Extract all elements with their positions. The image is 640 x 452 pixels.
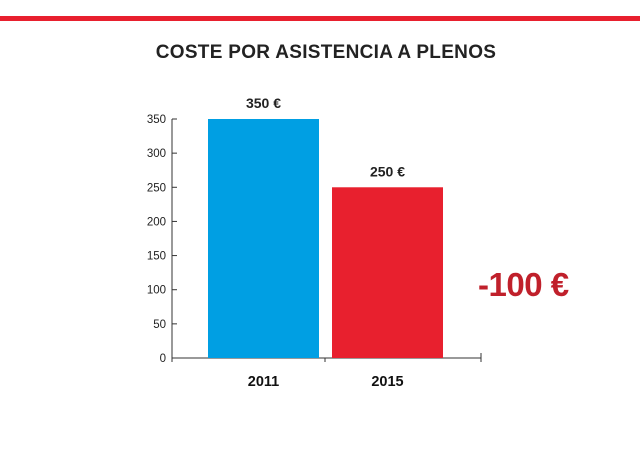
y-tick-label: 200 [147, 216, 166, 228]
y-tick-label: 350 [147, 114, 166, 126]
y-tick-label: 100 [147, 285, 166, 297]
y-tick-label: 50 [153, 319, 166, 331]
y-tick-label: 150 [147, 251, 166, 263]
difference-annotation: -100 € [478, 266, 569, 303]
bar-2015 [332, 187, 443, 358]
y-tick-label: 250 [147, 182, 166, 194]
y-tick-label: 300 [147, 148, 166, 160]
x-tick-label-2011: 2011 [248, 374, 279, 390]
x-tick-label-2015: 2015 [371, 374, 403, 390]
top-accent-bar [0, 16, 640, 21]
chart-title: COSTE POR ASISTENCIA A PLENOS [155, 42, 497, 63]
bar-2011 [208, 119, 319, 358]
data-label-2015: 250 € [370, 163, 405, 179]
y-tick-label: 0 [160, 353, 166, 365]
data-label-2011: 350 € [246, 95, 281, 111]
